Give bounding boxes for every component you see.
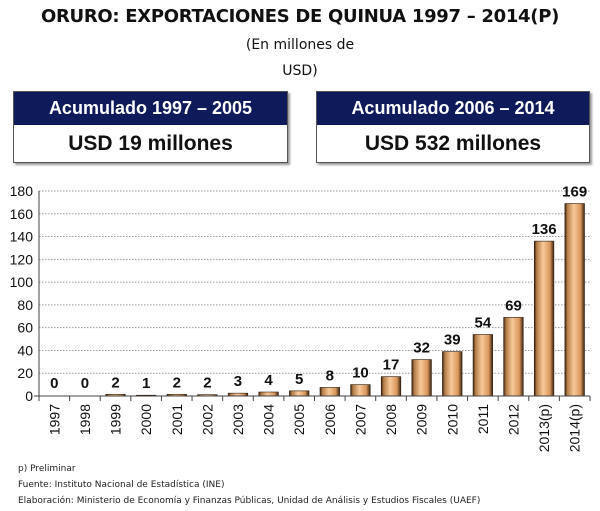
footnote-elaboration: Elaboración: Ministerio de Economía y Fi… [18,496,481,506]
x-tick-label-2014(p): 2014(p) [567,404,583,452]
data-label-2008: 17 [383,357,400,374]
summary-box-2006-2014: Acumulado 2006 – 2014 USD 532 millones [316,91,590,163]
bar-2009 [411,359,432,397]
y-tick-label: 60 [17,320,33,336]
x-tick-label-2000: 2000 [138,404,154,435]
data-label-1998: 0 [81,375,89,392]
data-label-2002: 2 [203,375,211,392]
data-label-2001: 2 [173,374,181,391]
data-label-2004: 4 [264,372,273,389]
data-label-2006: 8 [326,367,334,384]
summary-box-value: USD 532 millones [364,132,542,155]
bar-2010 [442,351,463,397]
x-tick-label-2013(p): 2013(p) [536,404,552,452]
x-tick-label-1998: 1998 [77,404,93,435]
x-tick-label-2003: 2003 [230,404,246,435]
y-tick-label: 160 [10,206,34,222]
bar-2004 [258,391,279,397]
chart-subtitle-line2: USD) [282,63,318,79]
y-tick-label: 0 [25,388,33,404]
summary-box-1997-2005: Acumulado 1997 – 2005 USD 19 millones [13,91,288,163]
y-tick-label: 20 [17,365,33,381]
bar-2014(p) [564,203,585,397]
data-label-2000: 1 [142,375,150,392]
y-tick-label: 120 [10,251,34,267]
y-tick-label: 100 [10,274,34,290]
data-label-2012: 69 [505,297,522,314]
axes: 0 20 40 60 80 100 120 140 160 180 0 1997 0 1998 2 1999 1… [10,183,591,452]
footnote-preliminary: p) Preliminar [18,464,76,474]
x-tick-label-2012: 2012 [505,404,521,435]
x-tick-label-2009: 2009 [414,404,430,435]
footnote-source: Fuente: Instituto Nacional de Estadístic… [18,480,225,490]
y-tick-label: 80 [17,297,33,313]
data-label-2013(p): 136 [532,221,557,238]
data-label-1999: 2 [111,374,119,391]
y-tick-label: 180 [10,183,34,199]
x-tick-label-2008: 2008 [383,404,399,435]
data-label-2005: 5 [295,371,303,388]
x-tick-label-2006: 2006 [322,404,338,435]
x-tick-label-2002: 2002 [199,404,215,435]
bar-chart: 0 20 40 60 80 100 120 140 160 180 0 1997 0 1998 2 1999 1… [10,183,591,452]
bar-2006 [319,387,340,397]
bar-2011 [472,334,493,397]
summary-box-value: USD 19 millones [68,132,233,155]
bar-2008 [380,376,402,397]
x-tick-label-2001: 2001 [169,404,185,435]
summary-box-label: Acumulado 1997 – 2005 [14,92,287,125]
bar-2012 [503,317,524,397]
bar-2005 [289,390,310,397]
y-tick-label: 40 [17,342,33,358]
data-label-1997: 0 [50,375,58,392]
bar-2007 [350,384,371,397]
x-tick-label-2007: 2007 [352,404,368,435]
x-tick-label-2010: 2010 [444,404,460,435]
bar-2013(p) [533,240,555,397]
data-label-2010: 39 [444,332,461,349]
x-tick-label-1997: 1997 [46,404,62,435]
summary-box-label: Acumulado 2006 – 2014 [317,92,589,125]
data-label-2009: 32 [413,340,430,357]
y-tick-label: 140 [10,229,34,245]
data-label-2003: 3 [234,373,242,390]
chart-subtitle-line1: (En millones de [245,37,355,53]
gridlines [39,190,590,374]
x-tick-label-1999: 1999 [108,404,124,435]
data-label-2011: 54 [475,315,492,332]
x-tick-label-2004: 2004 [261,404,277,435]
data-label-2014(p): 169 [562,184,587,201]
x-tick-label-2011: 2011 [475,404,491,434]
x-tick-label-2005: 2005 [291,404,307,435]
chart-title: ORURO: EXPORTACIONES DE QUINUA 1997 – 20… [40,6,560,27]
data-label-2007: 10 [352,365,369,382]
